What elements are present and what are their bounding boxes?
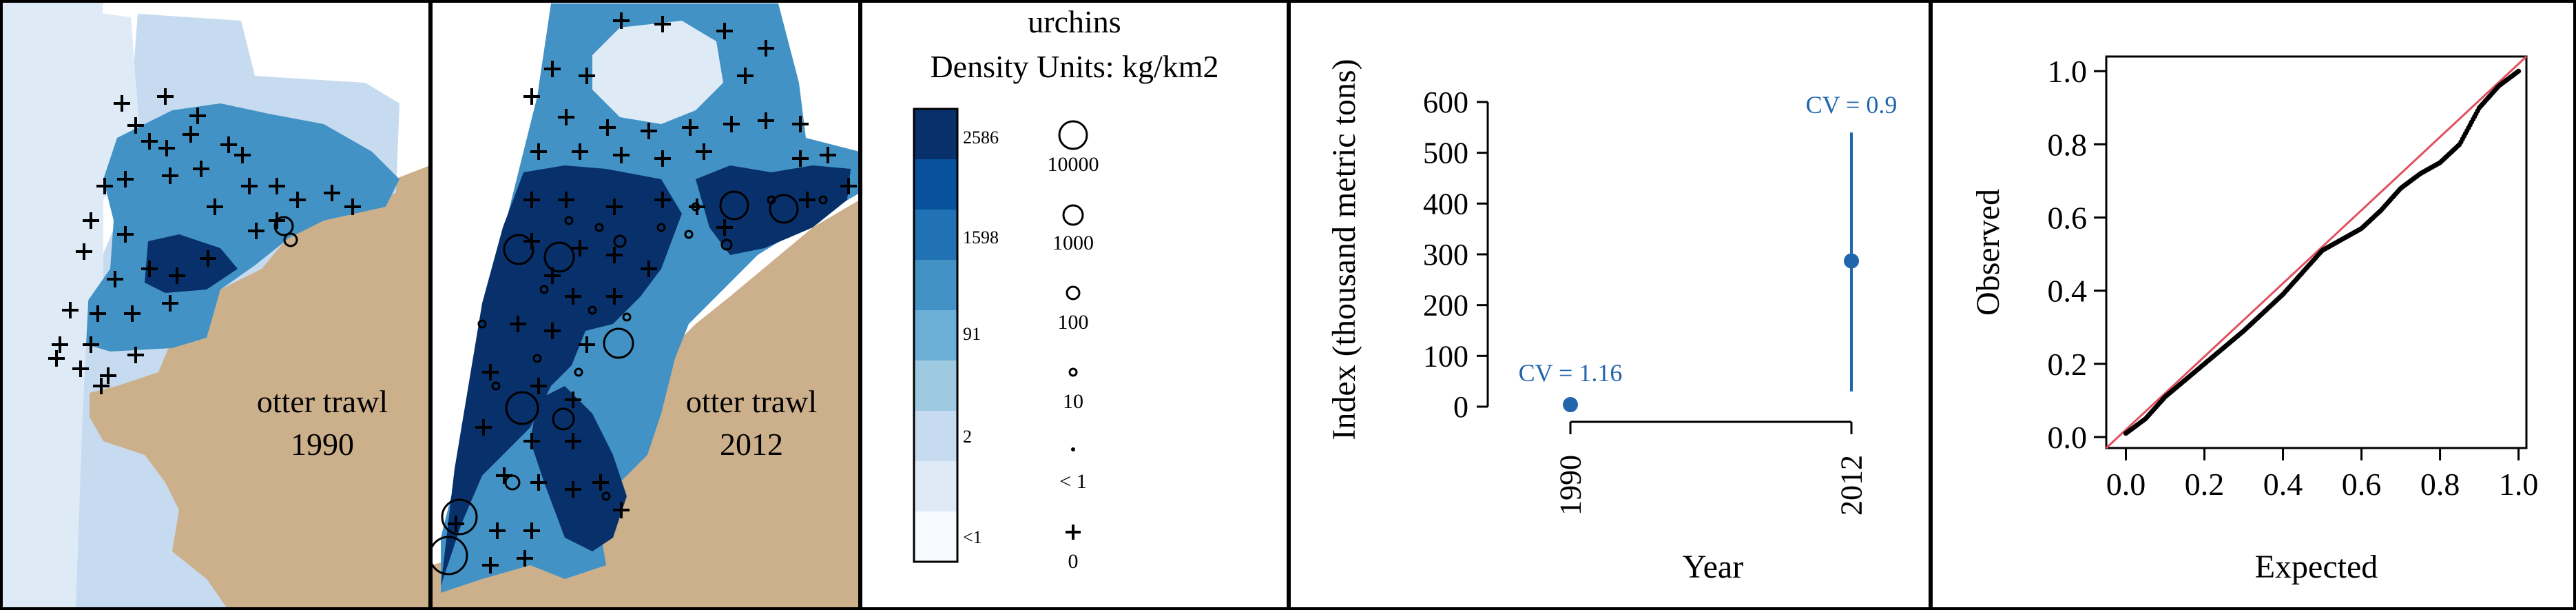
- density-region-dark-south-2012: [530, 386, 627, 551]
- size-key-circle: [1068, 367, 1078, 377]
- legend-panel: urchins Density Units: kg/km2 2586 1598 91…: [860, 0, 1289, 610]
- size-key-label: 10000: [1048, 153, 1099, 176]
- index-chart-frame: [1288, 0, 1931, 610]
- size-key-label: < 1: [1059, 470, 1086, 493]
- index-cv-annotation: CV = 1.16: [1519, 359, 1623, 387]
- size-key-label: 100: [1058, 311, 1089, 334]
- qq-y-tick-label: 0.8: [2048, 127, 2088, 162]
- qq-plot-y-axis-label: Observed: [1970, 189, 2006, 316]
- color-bar-outline: [913, 108, 959, 563]
- color-bar-tick-label: 91: [963, 324, 981, 344]
- color-bar-bin: [914, 210, 957, 260]
- color-bar-bin: [914, 310, 957, 360]
- density-region-dark-1990: [145, 234, 238, 293]
- qq-y-tick-label: 0.0: [2048, 420, 2088, 455]
- map-1990-gear-label: otter trawl: [257, 384, 388, 419]
- color-bar-tick-label: 1598: [963, 227, 999, 247]
- color-bar-tick-label: 2: [963, 427, 972, 447]
- index-point: [1844, 253, 1859, 269]
- qq-y-tick-label: 0.4: [2048, 274, 2088, 309]
- qq-plot-x-axis-label: Expected: [2255, 549, 2378, 585]
- qq-plot-panel: 0.0 0.2 0.4 0.6 0.8 1.0 0.0 0.2 0.4 0.6 0.8 1.0 Obs…: [1930, 0, 2576, 610]
- qq-x-tick-label: 0.0: [2106, 467, 2146, 502]
- index-chart-y-axis-label: Index (thousand metric tons): [1326, 59, 1362, 440]
- map-2012-gear-label: otter trawl: [686, 384, 817, 419]
- color-bar-bin: [914, 411, 957, 461]
- color-bar-bin: [914, 360, 957, 411]
- size-key-label: 1000: [1052, 232, 1094, 254]
- qq-plot-axes: 0.0 0.2 0.4 0.6 0.8 1.0 0.0 0.2 0.4 0.6 0.8 1.0: [2048, 54, 2539, 502]
- qq-x-tick-label: 0.8: [2420, 467, 2460, 502]
- index-chart-axes: 0 100 200 300 400 500 600 1990 2012: [1423, 85, 1869, 516]
- index-y-tick-label: 500: [1423, 136, 1468, 170]
- map-panel-2012: otter trawl 2012: [430, 0, 861, 610]
- index-x-tick-label: 1990: [1554, 455, 1588, 516]
- size-key-circle: [1062, 204, 1084, 226]
- index-y-tick-label: 100: [1423, 339, 1468, 373]
- map-1990-year-label: 1990: [291, 427, 354, 462]
- qq-y-tick-label: 0.2: [2048, 347, 2088, 382]
- qq-x-tick-label: 0.4: [2263, 467, 2303, 502]
- map-1990-circles: [273, 216, 298, 247]
- index-chart-x-axis-label: Year: [1683, 549, 1743, 585]
- index-chart-marks: CV = 1.16 CV = 0.9: [1519, 91, 1898, 413]
- map-2012-year-label: 2012: [720, 427, 783, 462]
- color-bar-bin: [914, 511, 957, 562]
- density-region-mid-1990: [76, 103, 399, 352]
- index-y-tick-label: 200: [1423, 289, 1468, 323]
- color-bar-labels: 2586 1598 91 2 <1: [963, 128, 999, 547]
- map-2012-small-markers: [477, 195, 828, 501]
- density-region-left-edge-1990: [1, 1, 103, 609]
- color-bar: [913, 108, 959, 563]
- index-x-tick-label: 2012: [1835, 455, 1869, 516]
- index-y-tick-label: 0: [1453, 390, 1468, 424]
- qq-x-tick-label: 0.2: [2185, 467, 2225, 502]
- color-bar-bin: [914, 109, 957, 159]
- density-region-dark-east-2012: [696, 165, 851, 255]
- qq-x-tick-label: 0.6: [2342, 467, 2382, 502]
- size-key-label: 10: [1063, 390, 1083, 413]
- size-key-circle: [1071, 447, 1075, 451]
- size-key-label: 0: [1068, 550, 1079, 573]
- qq-plot-area: [2105, 55, 2528, 449]
- qq-point: [2515, 68, 2522, 74]
- size-keys: 10000 1000 100 10 < 1 0: [1048, 120, 1099, 573]
- index-y-tick-label: 400: [1423, 187, 1468, 221]
- map-panel-1990: otter trawl 1990: [0, 0, 431, 610]
- land-2012: [431, 200, 860, 609]
- map-2012-circles: [431, 190, 799, 576]
- color-bar-bin: [914, 260, 957, 310]
- qq-y-tick-label: 1.0: [2048, 54, 2088, 89]
- size-key-circle: [1066, 285, 1081, 301]
- size-key-circle: [1058, 120, 1088, 150]
- legend-units-title: Density Units: kg/km2: [930, 49, 1218, 84]
- size-key-cross: [1066, 525, 1081, 540]
- legend-species-title: urchins: [1028, 4, 1121, 39]
- qq-plot-points: [2123, 68, 2522, 436]
- index-point: [1563, 397, 1578, 413]
- color-bar-tick-label: <1: [963, 527, 982, 547]
- index-y-tick-label: 300: [1423, 238, 1468, 272]
- qq-reference-line: [2105, 55, 2528, 449]
- color-bar-bin: [914, 159, 957, 210]
- qq-plot-frame: [1930, 0, 2576, 610]
- qq-y-tick-label: 0.6: [2048, 201, 2088, 236]
- density-region-light-2012: [592, 21, 723, 124]
- qq-x-tick-label: 1.0: [2499, 467, 2539, 502]
- index-cv-annotation: CV = 0.9: [1806, 91, 1898, 119]
- color-bar-tick-label: 2586: [963, 128, 999, 148]
- map-2012-markers: [448, 12, 857, 573]
- index-y-tick-label: 600: [1423, 85, 1468, 119]
- color-bar-bin: [914, 461, 957, 511]
- density-region-dark-north-2012: [441, 165, 682, 586]
